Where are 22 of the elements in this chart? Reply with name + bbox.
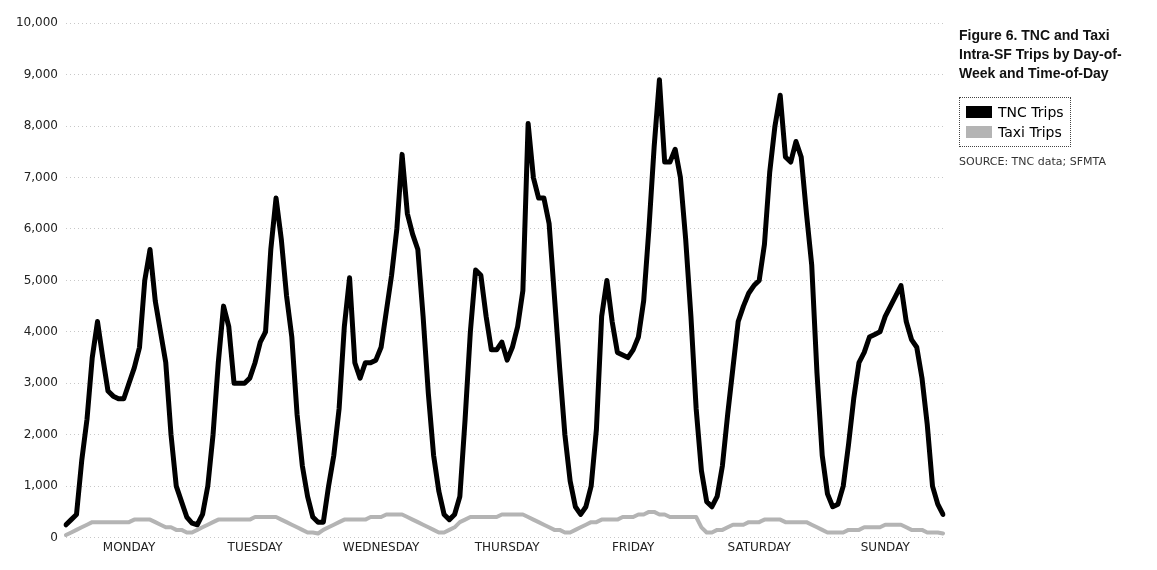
y-tick-label: 3,000 (23, 375, 58, 390)
y-tick-label: 9,000 (23, 66, 58, 81)
source-note: SOURCE: TNC data; SFMTA (959, 155, 1106, 168)
y-tick-label: 6,000 (23, 221, 58, 236)
y-tick-label: 5,000 (23, 272, 58, 287)
x-tick-label: SUNDAY (860, 539, 911, 554)
legend-label: Taxi Trips (998, 123, 1062, 142)
y-tick-label: 10,000 (15, 15, 58, 30)
y-tick-label: 2,000 (23, 426, 58, 441)
y-tick-label: 0 (50, 529, 58, 544)
y-tick-label: 8,000 (23, 118, 58, 133)
x-tick-label: WEDNESDAY (342, 539, 420, 554)
y-tick-label: 4,000 (23, 323, 58, 338)
x-tick-label: SATURDAY (727, 539, 792, 554)
y-tick-label: 1,000 (23, 478, 58, 493)
text: Figure 6. TNC and Taxi Intra-SF Trips by Day-of-Week and Time-of-Day (959, 26, 1123, 83)
x-tick-label: TUESDAY (226, 539, 284, 554)
x-tick-label: MONDAY (102, 539, 156, 554)
x-tick-label: THURSDAY (473, 539, 541, 554)
x-tick-label: FRIDAY (611, 539, 656, 554)
legend-label: TNC Trips (998, 103, 1064, 122)
y-tick-label: 7,000 (23, 169, 58, 184)
